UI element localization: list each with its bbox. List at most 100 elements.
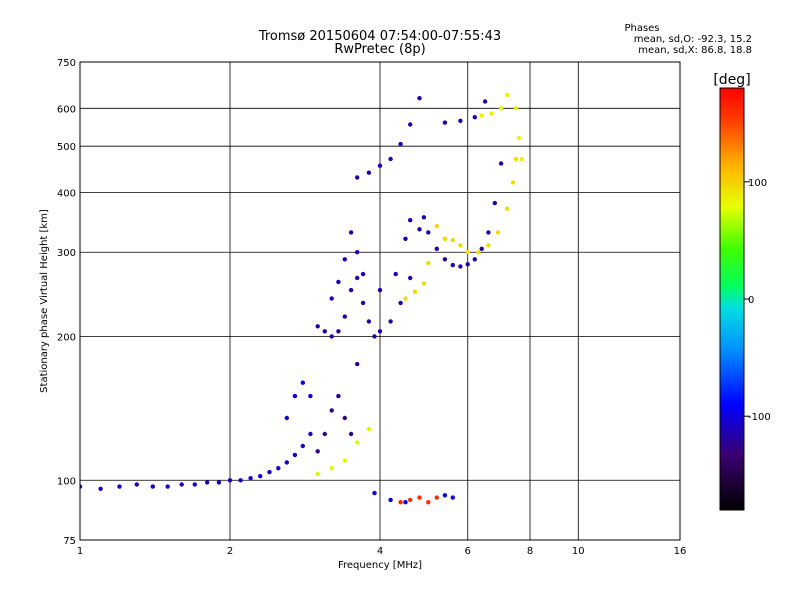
- data-point: [393, 271, 398, 277]
- data-point: [398, 300, 403, 306]
- x-tick-label: 16: [674, 546, 687, 557]
- data-point: [355, 175, 360, 180]
- data-point: [258, 474, 263, 479]
- data-point: [403, 296, 408, 301]
- data-point: [366, 170, 372, 175]
- data-point: [408, 218, 413, 223]
- y-tick-label: 200: [57, 332, 76, 343]
- data-point: [372, 334, 377, 339]
- data-point: [192, 482, 197, 487]
- x-tick-label: 2: [227, 546, 233, 557]
- data-point: [300, 380, 305, 385]
- data-point: [472, 257, 477, 262]
- data-point: [336, 279, 341, 285]
- data-point: [80, 484, 83, 489]
- data-point: [329, 466, 334, 471]
- data-point: [398, 500, 403, 505]
- data-point: [292, 452, 298, 458]
- data-point: [342, 458, 347, 463]
- data-point: [377, 287, 383, 293]
- data-point: [336, 329, 341, 334]
- data-point: [342, 415, 347, 421]
- x-tick-label: 8: [527, 546, 533, 557]
- data-point: [329, 334, 334, 339]
- y-tick-label: 400: [57, 188, 76, 199]
- y-tick-label: 300: [57, 248, 76, 259]
- colorbar: [719, 87, 745, 511]
- data-point: [360, 300, 366, 306]
- data-point: [465, 250, 470, 255]
- data-point: [408, 497, 413, 503]
- y-tick-label: 100: [57, 476, 76, 487]
- data-point: [486, 230, 491, 235]
- data-point: [377, 163, 383, 168]
- data-points: [80, 92, 524, 505]
- data-point: [403, 500, 408, 505]
- data-point: [476, 250, 481, 255]
- data-point: [366, 319, 372, 324]
- data-point: [442, 493, 448, 498]
- data-point: [458, 118, 463, 124]
- y-axis-label: Stationary phase Virtual Height [km]: [39, 209, 50, 393]
- data-point: [355, 440, 360, 445]
- data-point: [505, 206, 510, 211]
- data-point: [510, 180, 516, 185]
- y-axis: 75 100 200 300 400 500 600 750: [57, 58, 76, 547]
- data-point: [426, 230, 431, 235]
- data-point: [98, 486, 103, 491]
- data-point: [336, 393, 341, 399]
- chart-title: Tromsø 20150604 07:54:00-07:55:43: [258, 29, 501, 44]
- data-point: [308, 393, 313, 399]
- data-point: [408, 122, 413, 127]
- data-point: [348, 431, 354, 437]
- phase-stats-o: mean, sd,O: -92.3, 15.2: [634, 34, 752, 45]
- data-point: [465, 262, 470, 267]
- colorbar-label: [deg]: [713, 72, 750, 88]
- data-point: [315, 449, 320, 454]
- data-point: [442, 120, 448, 125]
- data-point: [495, 230, 501, 235]
- data-point: [482, 99, 488, 104]
- data-point: [372, 490, 377, 496]
- y-tick-label: 500: [57, 142, 76, 153]
- data-point: [408, 275, 413, 281]
- data-point: [355, 361, 360, 367]
- data-point: [329, 296, 334, 301]
- data-point: [442, 257, 448, 262]
- data-point: [450, 237, 455, 243]
- data-point: [342, 257, 347, 262]
- data-point: [403, 236, 408, 241]
- data-point: [398, 141, 403, 147]
- data-point: [329, 408, 334, 413]
- data-point: [150, 484, 155, 489]
- data-point: [498, 106, 504, 111]
- data-point: [434, 224, 439, 229]
- x-tick-label: 10: [572, 546, 585, 557]
- data-point: [248, 476, 253, 481]
- data-point: [412, 289, 418, 294]
- x-tick-label: 1: [77, 546, 83, 557]
- x-axis: 1 2 4 6 8 10 16: [77, 546, 687, 557]
- data-point: [134, 482, 139, 487]
- data-point: [179, 482, 184, 487]
- x-axis-label: Frequency [MHz]: [338, 560, 422, 571]
- data-point: [315, 471, 320, 477]
- data-point: [458, 243, 463, 248]
- y-tick-label: 600: [57, 104, 76, 115]
- data-point: [388, 319, 393, 324]
- data-point: [348, 287, 354, 293]
- data-point: [472, 115, 477, 120]
- data-point: [322, 329, 327, 334]
- grid-lines: [80, 62, 680, 540]
- data-point: [117, 484, 122, 489]
- data-point: [513, 156, 519, 162]
- data-point: [355, 250, 360, 255]
- data-point: [165, 484, 170, 489]
- data-point: [216, 480, 222, 485]
- data-point: [284, 460, 289, 465]
- data-point: [421, 215, 427, 220]
- phase-stats-x: mean, sd,X: 86.8, 18.8: [638, 45, 752, 56]
- data-point: [519, 156, 524, 162]
- colorbar-ticks: 100 0 -100: [744, 178, 771, 423]
